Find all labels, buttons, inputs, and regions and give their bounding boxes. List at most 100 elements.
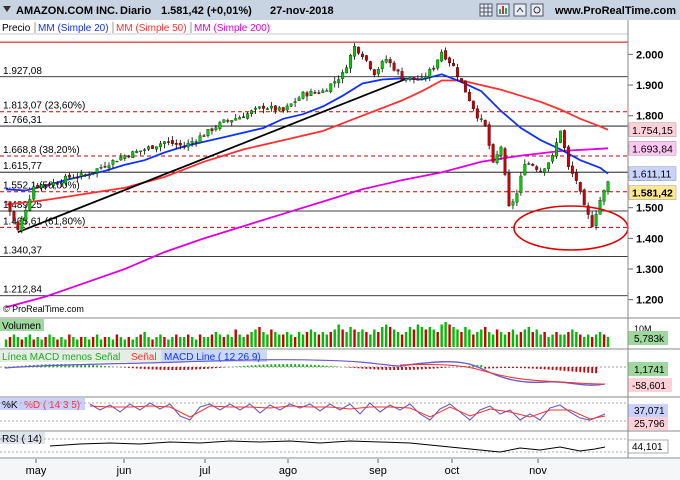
volume-bar <box>175 334 178 347</box>
candle-body <box>71 177 75 180</box>
macd-hist-bar <box>270 364 273 367</box>
candle-body <box>75 176 79 179</box>
volume-bar <box>428 327 431 347</box>
volume-bar <box>436 332 439 347</box>
volume-bar <box>254 329 257 347</box>
volume-bar <box>305 332 309 347</box>
macd-hist-bar <box>314 364 316 367</box>
candle-body <box>404 78 408 81</box>
macd-hist-bar <box>369 367 372 370</box>
volume-bar <box>515 334 519 347</box>
candle-body <box>360 53 364 57</box>
volume-bar <box>202 337 206 347</box>
candle-body <box>574 172 578 181</box>
macd-signal-line <box>399 364 606 385</box>
volume-bar <box>381 327 384 347</box>
volume-bar <box>345 332 348 347</box>
volume-bar <box>420 327 424 347</box>
candle-body <box>147 146 151 150</box>
volume-bar <box>266 334 269 347</box>
x-axis-labels: may jun jul ago sep oct nov <box>26 459 547 477</box>
candle-body <box>238 117 242 120</box>
stochastic-panel: %K %D ( 14 3 5) 37,071 25,796 <box>0 396 680 430</box>
candle-body <box>151 145 154 149</box>
menu-arrow-icon[interactable] <box>3 6 11 12</box>
price-tag-label: 1.581,42 <box>632 188 673 200</box>
settings-icon[interactable] <box>530 3 544 17</box>
price-tag-box <box>628 141 677 156</box>
volume-bar <box>80 337 83 347</box>
macd-hist-bar <box>381 367 384 370</box>
legend-ma50: MM (Simple 50) <box>116 23 187 34</box>
candle-body <box>242 116 246 118</box>
y-tick-label: 1.400 <box>636 233 664 245</box>
candle-body <box>523 164 527 176</box>
volume-bar <box>539 334 542 347</box>
macd-hist-bar <box>290 364 293 367</box>
level-label: 1.340,37 <box>3 246 42 257</box>
volume-bar <box>317 334 321 347</box>
volume-bar <box>163 337 166 347</box>
y-tick-label: 2.000 <box>636 49 664 61</box>
macd-hist-bar <box>108 366 110 367</box>
macd-hist-bar <box>444 367 447 368</box>
volume-bar <box>91 337 95 347</box>
volume-bar <box>321 332 325 347</box>
bars-icon[interactable] <box>496 3 510 17</box>
candle-body <box>586 205 590 215</box>
candle-body <box>416 78 420 81</box>
volume-bar <box>246 334 249 347</box>
candle-body <box>570 165 574 174</box>
candle-body <box>408 77 412 80</box>
level-label: 1.927,08 <box>3 66 42 77</box>
grid-icon[interactable] <box>479 3 493 17</box>
candle-body <box>368 61 372 70</box>
macd-hist-bar <box>389 367 392 370</box>
macd-hist-bar <box>266 364 269 367</box>
candle-body <box>254 107 257 110</box>
volume-bar <box>373 329 376 347</box>
macd-hist-bar <box>535 367 538 369</box>
volume-bar <box>28 334 31 347</box>
volume-bar <box>44 337 47 347</box>
candle-body <box>155 146 158 150</box>
volume-bar <box>400 334 404 347</box>
macd-hist-bar <box>531 367 534 369</box>
volume-bar <box>404 332 408 347</box>
volume-bar <box>282 334 285 347</box>
macd-hist-bar <box>218 367 221 368</box>
volume-bar <box>365 332 368 347</box>
macd-hist-bar <box>100 365 102 367</box>
volume-bar <box>190 337 194 347</box>
volume-bar <box>111 339 115 347</box>
volume-bar <box>87 339 91 347</box>
volume-bar <box>456 329 459 347</box>
volume-bar <box>171 337 174 347</box>
candle-body <box>543 168 547 173</box>
level-label: 1.615,77 <box>3 161 42 172</box>
volume-bar <box>396 332 400 347</box>
volume-bar <box>511 329 515 347</box>
volume-bar <box>274 332 277 347</box>
candle-body <box>432 68 436 70</box>
candle-body <box>507 172 511 207</box>
volume-bar <box>555 332 558 347</box>
candle-body <box>388 59 392 64</box>
y-tick-label: 1.900 <box>636 80 664 92</box>
volume-bar <box>131 339 134 347</box>
candle-body <box>602 189 606 202</box>
candle-body <box>131 151 135 159</box>
volume-bar <box>452 327 455 347</box>
volume-bar <box>480 329 483 347</box>
macd-hist-bar <box>401 367 403 370</box>
macd-hist-bar <box>329 366 332 367</box>
volume-bar <box>563 334 566 347</box>
price-legend: Precio MM (Simple 20) MM (Simple 50) MM … <box>2 22 270 34</box>
export-icon[interactable] <box>513 3 527 17</box>
candle-body <box>178 142 182 146</box>
macd-hist-bar <box>242 365 245 367</box>
candle-body <box>174 143 178 145</box>
candle-body <box>555 142 558 157</box>
macd-hist-bar <box>302 364 304 367</box>
candle-body <box>214 127 218 130</box>
